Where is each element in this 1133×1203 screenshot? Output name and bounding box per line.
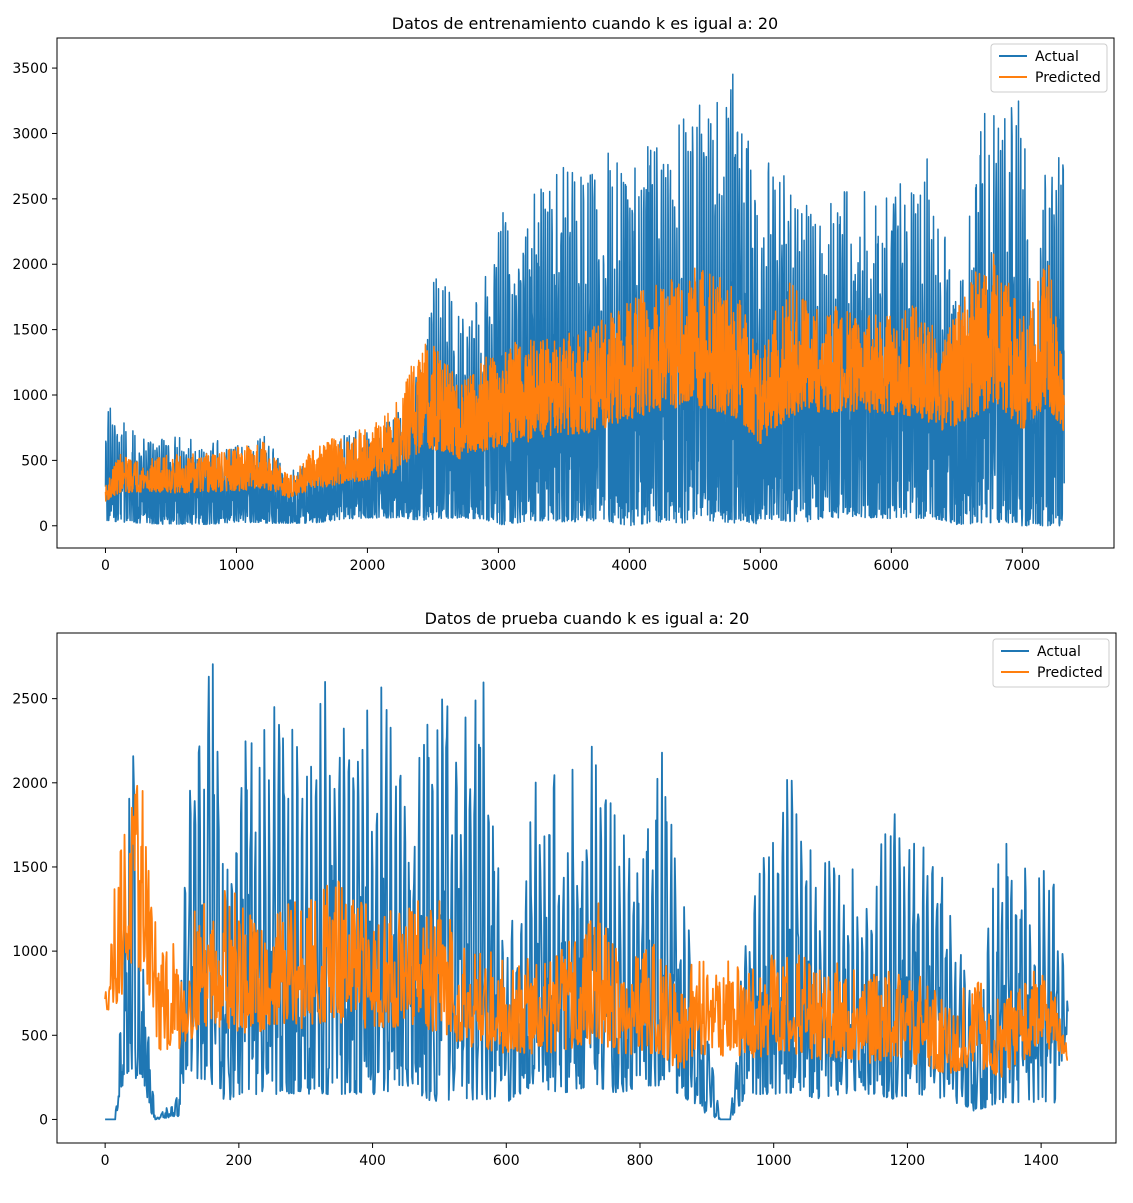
series-group — [104, 663, 1069, 1121]
legend-label-actual: Actual — [1035, 49, 1079, 65]
y-tick-label: 2500 — [12, 692, 48, 708]
y-tick-label: 1500 — [12, 323, 48, 339]
x-tick-label: 3000 — [481, 558, 517, 574]
y-tick-label: 1000 — [12, 388, 48, 404]
legend-label-actual: Actual — [1037, 644, 1081, 660]
y-tick-label: 0 — [39, 1112, 48, 1128]
y-tick-label: 2000 — [12, 257, 48, 273]
series-line-actual — [104, 73, 1065, 527]
chart-title: Datos de prueba cuando k es igual a: 20 — [425, 609, 750, 628]
y-tick-label: 2000 — [12, 776, 48, 792]
y-tick-label: 0 — [39, 519, 48, 535]
legend-label-predicted: Predicted — [1035, 70, 1101, 86]
training-subplot: Datos de entrenamiento cuando k es igual… — [12, 14, 1115, 574]
x-tick-label: 200 — [225, 1153, 252, 1169]
test-subplot: Datos de prueba cuando k es igual a: 20 … — [12, 609, 1117, 1169]
series-line-actual — [104, 663, 1069, 1121]
y-tick-label: 3500 — [12, 61, 48, 77]
y-tick-label: 500 — [21, 1028, 48, 1044]
y-tick-label: 1000 — [12, 944, 48, 960]
x-tick-label: 600 — [493, 1153, 520, 1169]
axes-frame — [56, 632, 1117, 1144]
y-tick-label: 2500 — [12, 192, 48, 208]
x-tick-label: 2000 — [350, 558, 386, 574]
x-tick-label: 400 — [359, 1153, 386, 1169]
legend: Actual Predicted — [990, 43, 1108, 93]
x-tick-label: 0 — [101, 558, 110, 574]
x-tick-label: 1200 — [890, 1153, 926, 1169]
x-tick-label: 4000 — [612, 558, 648, 574]
series-group — [104, 73, 1065, 527]
legend: Actual Predicted — [992, 638, 1110, 688]
x-tick-label: 7000 — [1004, 558, 1040, 574]
x-tick-label: 800 — [627, 1153, 654, 1169]
x-tick-label: 1000 — [756, 1153, 792, 1169]
x-tick-label: 6000 — [874, 558, 910, 574]
x-tick-label: 1000 — [219, 558, 255, 574]
legend-label-predicted: Predicted — [1037, 665, 1103, 681]
series-line-predicted — [104, 784, 1069, 1078]
x-tick-label: 1400 — [1023, 1153, 1059, 1169]
y-tick-label: 500 — [21, 453, 48, 469]
tick-group: 0 200 400 600 800 1000 1200 1400 0 500 1000 1500 200… — [12, 692, 1059, 1169]
x-tick-label: 5000 — [743, 558, 779, 574]
axes-frame — [56, 37, 1115, 549]
tick-group: 0 1000 2000 3000 4000 5000 6000 7000 0 500 1000 150… — [12, 61, 1040, 574]
chart-title: Datos de entrenamiento cuando k es igual… — [392, 14, 778, 33]
y-tick-label: 1500 — [12, 860, 48, 876]
x-tick-label: 0 — [101, 1153, 110, 1169]
y-tick-label: 3000 — [12, 126, 48, 142]
series-line-predicted — [104, 253, 1065, 502]
